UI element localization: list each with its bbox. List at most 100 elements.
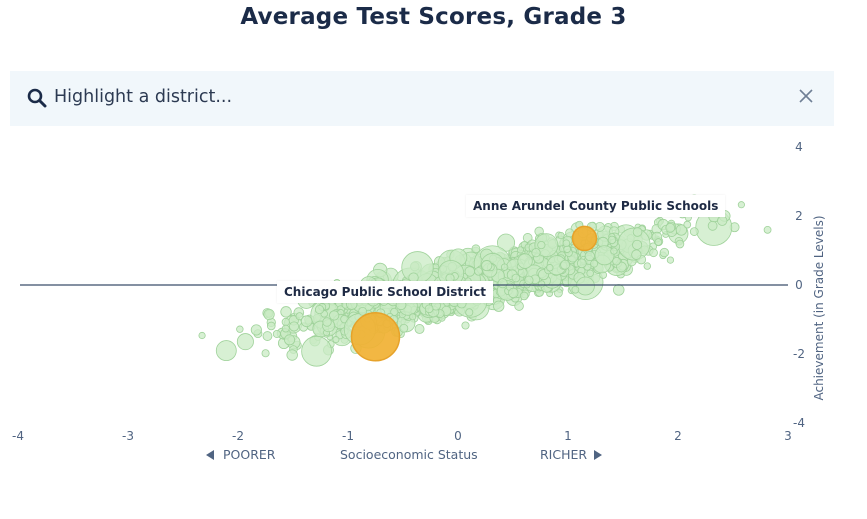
district-bubble <box>665 222 676 233</box>
district-bubble <box>474 267 483 276</box>
y-tick-label: 2 <box>795 209 803 223</box>
district-bubble <box>414 324 425 334</box>
district-bubble <box>560 259 571 270</box>
y-tick-label: -4 <box>793 416 805 430</box>
district-bubble <box>586 269 594 277</box>
district-bubble <box>322 317 332 327</box>
district-bubble <box>508 287 519 299</box>
district-bubble <box>654 238 663 246</box>
district-bubble <box>261 349 270 358</box>
search-input[interactable]: Highlight a district... <box>54 87 233 107</box>
district-bubble <box>215 340 237 362</box>
district-bubble <box>562 239 571 248</box>
district-bubble <box>675 224 688 236</box>
district-bubble <box>280 306 292 318</box>
x-axis-label: Socioeconomic Status <box>340 447 478 462</box>
district-bubble <box>250 324 262 336</box>
district-bubble <box>717 215 728 226</box>
district-bubble <box>659 247 670 258</box>
y-tick-label: 4 <box>795 140 803 154</box>
district-bubble <box>358 306 367 316</box>
district-bubble <box>399 323 409 333</box>
district-search-bar[interactable]: Highlight a district... <box>10 71 834 126</box>
district-bubble <box>557 231 565 240</box>
district-bubble <box>737 201 745 209</box>
district-bubble <box>262 331 273 341</box>
y-axis-label: Achievement (in Grade Levels) <box>812 215 826 400</box>
x-tick-label: 1 <box>564 429 572 443</box>
district-bubble <box>594 245 615 266</box>
highlighted-district-bubble <box>571 225 598 252</box>
district-bubble <box>576 258 587 269</box>
y-axis-ticks: 4 2 0 -2 -4 <box>793 140 805 430</box>
district-bubble <box>500 263 509 271</box>
x-tick-label: 2 <box>674 429 682 443</box>
left-arrow-icon <box>206 450 214 460</box>
district-bubble <box>584 250 595 262</box>
district-bubble <box>571 285 580 294</box>
x-tick-label: -4 <box>12 429 24 443</box>
district-bubble <box>612 256 621 266</box>
tooltip-chicago: Chicago Public School District <box>277 281 494 303</box>
district-bubble <box>236 325 244 333</box>
tooltip-anne-arundel: Anne Arundel County Public Schools <box>466 195 726 217</box>
district-bubble <box>286 349 298 361</box>
district-bubble <box>295 312 304 321</box>
district-bubble <box>649 248 658 258</box>
district-bubble <box>632 239 643 250</box>
district-bubble <box>289 321 300 332</box>
district-bubble <box>198 331 206 340</box>
x-tick-label: 0 <box>454 429 462 443</box>
district-bubble <box>263 308 275 321</box>
district-bubble <box>534 233 559 257</box>
district-bubble <box>576 276 595 296</box>
district-bubble <box>497 233 516 252</box>
district-bubble <box>607 235 617 245</box>
district-bubble <box>546 264 554 272</box>
district-bubble <box>464 266 476 277</box>
district-bubble <box>537 240 546 250</box>
district-bubble <box>266 321 276 331</box>
district-bubble <box>590 259 599 268</box>
highlighted-districts <box>350 225 598 362</box>
district-bubble <box>315 305 325 315</box>
district-bubble <box>481 260 493 272</box>
district-bubble <box>329 310 340 321</box>
district-bubble <box>516 246 524 254</box>
district-bubble <box>689 227 699 236</box>
district-bubble <box>666 256 675 264</box>
right-arrow-icon <box>594 450 603 460</box>
district-bubble <box>675 239 685 249</box>
close-icon[interactable] <box>798 88 814 104</box>
district-bubble <box>524 275 534 285</box>
x-axis-ticks: -4 -3 -2 -1 0 1 2 3 <box>12 429 792 443</box>
district-bubble <box>332 336 340 344</box>
district-bubble <box>281 324 290 333</box>
district-bubble <box>519 291 529 301</box>
district-bubble <box>284 334 296 346</box>
district-bubble <box>538 280 546 288</box>
y-tick-label: 0 <box>795 278 803 292</box>
district-bubble <box>471 244 481 254</box>
poorer-label: POORER <box>206 447 275 462</box>
district-bubble <box>514 301 524 311</box>
district-bubble <box>683 220 692 229</box>
richer-label: RICHER <box>540 447 603 462</box>
district-bubble <box>281 317 290 327</box>
district-bubble <box>531 248 541 258</box>
district-bubble <box>511 273 521 283</box>
search-icon <box>27 88 47 108</box>
district-bubble <box>465 308 474 317</box>
district-bubble <box>493 300 505 312</box>
district-bubble <box>612 284 625 296</box>
page-title: Average Test Scores, Grade 3 <box>240 4 627 30</box>
district-bubble <box>707 220 718 231</box>
x-tick-label: -1 <box>342 429 354 443</box>
district-bubble <box>517 253 533 269</box>
district-bubble <box>236 333 254 351</box>
district-bubble <box>461 321 470 330</box>
district-bubble <box>409 313 417 321</box>
district-bubble <box>631 249 642 260</box>
district-bubble <box>763 225 772 234</box>
x-tick-label: -2 <box>232 429 244 443</box>
